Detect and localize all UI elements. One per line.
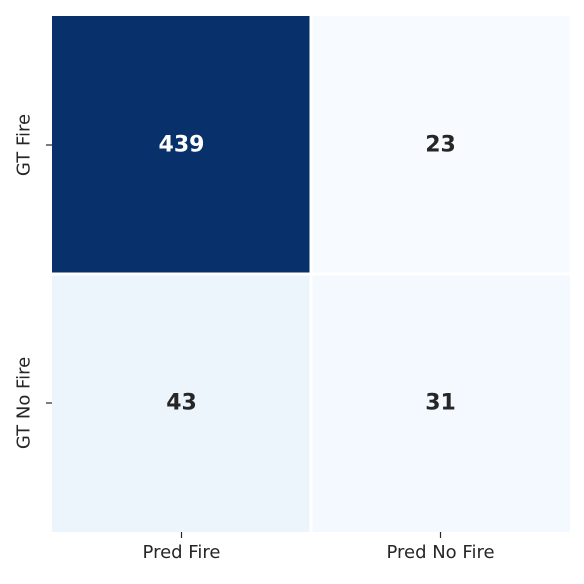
heatmap-cells: [52, 16, 570, 532]
y-tick-label-0: GT Fire: [14, 114, 35, 176]
heatmap-cell-r1-c1: [312, 275, 570, 532]
y-axis: GT Fire GT No Fire: [14, 114, 52, 449]
heatmap-cell-r0-c1: [312, 16, 570, 273]
cell-value-label-r0-c1: 23: [425, 133, 456, 158]
y-tick-label-1: GT No Fire: [14, 357, 35, 449]
x-tick-label-1: Pred No Fire: [386, 542, 494, 563]
x-tick-label-0: Pred Fire: [143, 542, 221, 563]
cell-value-label-r0-c0: 439: [159, 133, 205, 158]
heatmap-cell-r1-c0: [52, 275, 310, 532]
x-axis: Pred Fire Pred No Fire: [143, 532, 495, 563]
heatmap-cell-labels: 439 23 43 31: [159, 133, 456, 416]
cell-value-label-r1-c0: 43: [166, 391, 197, 416]
cell-value-label-r1-c1: 31: [425, 391, 456, 416]
heatmap-cell-r0-c0: [52, 16, 310, 273]
